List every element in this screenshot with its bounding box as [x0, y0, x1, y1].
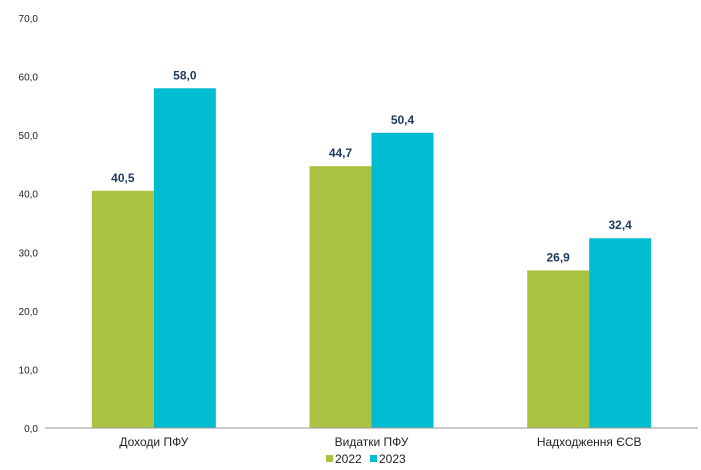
data-label: 32,4 — [608, 218, 632, 232]
legend-swatch — [326, 455, 333, 462]
y-tick-label: 20,0 — [19, 307, 39, 318]
data-label: 44,7 — [329, 146, 353, 160]
y-tick-label: 50,0 — [19, 131, 39, 142]
y-tick-label: 40,0 — [19, 190, 39, 201]
bar-2022 — [527, 270, 590, 428]
data-label: 40,5 — [111, 171, 135, 185]
bars — [91, 88, 652, 429]
category-labels: Доходи ПФУ Видатки ПФУ Надходження ЄСВ — [119, 435, 641, 449]
bar-2023 — [371, 132, 434, 429]
legend-label: 2023 — [379, 452, 406, 466]
data-labels: 40,5 58,0 44,7 50,4 26,9 32,4 — [111, 68, 632, 264]
category-label: Доходи ПФУ — [119, 435, 188, 449]
y-tick-label: 30,0 — [19, 248, 39, 259]
legend: 2022 2023 — [326, 452, 406, 466]
category-label: Видатки ПФУ — [335, 435, 409, 449]
y-tick-label: 10,0 — [19, 365, 39, 376]
y-tick-label: 60,0 — [19, 73, 39, 84]
bar-2023 — [589, 238, 652, 428]
y-axis-ticks: 0,0 10,0 20,0 30,0 40,0 50,0 60,0 70,0 — [19, 14, 39, 435]
category-label: Надходження ЄСВ — [537, 435, 642, 449]
bar-2023 — [153, 88, 216, 429]
data-label: 26,9 — [546, 250, 570, 264]
legend-label: 2022 — [335, 452, 362, 466]
y-tick-label: 0,0 — [24, 424, 38, 435]
data-label: 58,0 — [173, 68, 197, 82]
data-label: 50,4 — [391, 113, 415, 127]
bar-2022 — [309, 166, 372, 428]
y-tick-label: 70,0 — [19, 14, 39, 25]
bar-2022 — [91, 190, 154, 428]
legend-swatch — [370, 455, 377, 462]
